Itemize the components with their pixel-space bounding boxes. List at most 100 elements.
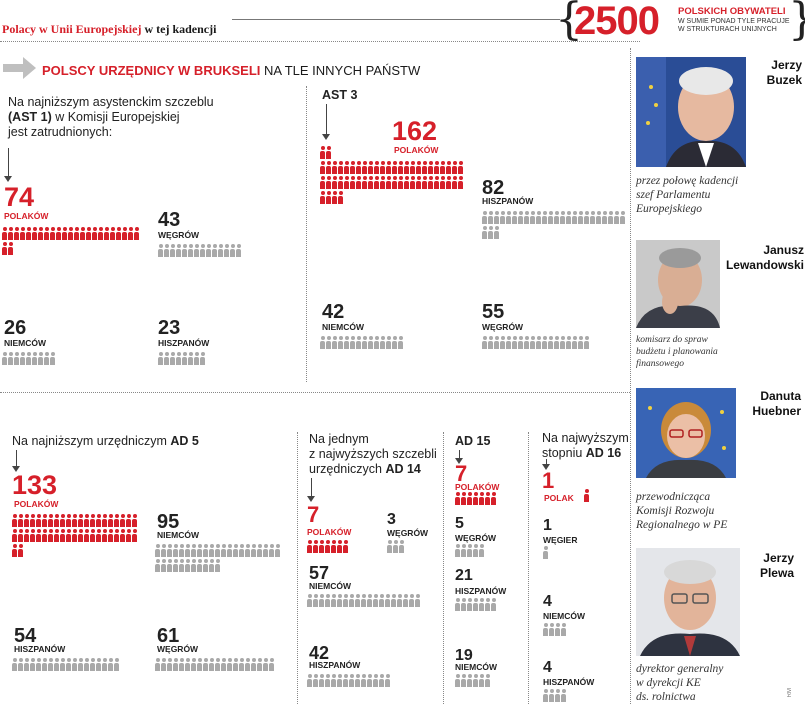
person-icon xyxy=(203,559,208,572)
person-icon xyxy=(239,544,244,557)
person-icon xyxy=(18,544,23,557)
person-icon xyxy=(203,658,208,671)
person-icon xyxy=(399,540,404,553)
ad15-pl-count: 7 xyxy=(455,461,468,486)
ad15-es-label: HISZPANÓW xyxy=(455,586,507,596)
person-icon xyxy=(482,211,487,224)
ad14-note: Na jednym z najwyższych szczebli urzędni… xyxy=(309,432,437,476)
person-icon xyxy=(14,227,19,240)
person-icon xyxy=(8,227,13,240)
person-icon xyxy=(512,336,517,349)
person-icon xyxy=(561,623,566,636)
pointer-arrow-icon xyxy=(455,458,463,464)
person-icon xyxy=(572,211,577,224)
person-icon xyxy=(386,176,391,189)
person-icon xyxy=(161,559,166,572)
person-icon xyxy=(72,658,77,671)
ast1-de-label: NIEMCÓW xyxy=(4,338,47,348)
person-icon xyxy=(102,514,107,527)
person-icon xyxy=(206,244,211,257)
ad5-hu-count: 61 xyxy=(157,625,180,647)
person-icon xyxy=(209,544,214,557)
person-icon xyxy=(227,658,232,671)
person-icon xyxy=(386,336,391,349)
person-icon xyxy=(325,540,330,553)
person-icon xyxy=(96,658,101,671)
person-icon xyxy=(385,674,390,687)
person-icon xyxy=(380,161,385,174)
person-icon xyxy=(12,529,17,542)
person-icon xyxy=(344,161,349,174)
person-icon xyxy=(488,226,493,239)
column-divider xyxy=(297,432,298,704)
person-icon xyxy=(167,658,172,671)
person-icon xyxy=(54,529,59,542)
person-icon xyxy=(455,674,460,687)
ad5-pl-count: 133 xyxy=(12,470,58,500)
person-icon xyxy=(92,227,97,240)
ad15-hu-count: 5 xyxy=(455,515,464,532)
person-icon xyxy=(66,514,71,527)
pointer-arrow-icon xyxy=(307,496,315,502)
person-icon xyxy=(331,594,336,607)
person-icon xyxy=(524,336,529,349)
person-icon xyxy=(8,242,13,255)
person-icon xyxy=(209,658,214,671)
person-icon xyxy=(320,191,325,204)
person-icon xyxy=(479,544,484,557)
person-icon xyxy=(269,544,274,557)
person-icon xyxy=(120,529,125,542)
person-icon xyxy=(367,674,372,687)
person-icon xyxy=(233,658,238,671)
person-icon xyxy=(479,492,484,505)
ad5-note: Na najniższym urzędniczym AD 5 xyxy=(12,434,199,448)
page-title: Polacy w Unii Europejskiej w tej kadencj… xyxy=(2,22,217,36)
ast1-pl-figures xyxy=(2,227,140,257)
person-icon xyxy=(50,227,55,240)
person-icon xyxy=(485,492,490,505)
person-icon xyxy=(12,544,17,557)
person-icon xyxy=(30,529,35,542)
person-icon xyxy=(602,211,607,224)
person-icon xyxy=(584,211,589,224)
person-icon xyxy=(319,540,324,553)
person-icon xyxy=(331,540,336,553)
ad5-hu-figures xyxy=(155,658,281,673)
person-icon xyxy=(108,529,113,542)
person-icon xyxy=(170,244,175,257)
person-icon xyxy=(506,211,511,224)
person-icon xyxy=(84,658,89,671)
person-icon xyxy=(218,244,223,257)
person-icon xyxy=(36,529,41,542)
person-icon xyxy=(197,658,202,671)
person-icon xyxy=(337,674,342,687)
person-icon xyxy=(415,594,420,607)
person-icon xyxy=(398,336,403,349)
person-icon xyxy=(524,211,529,224)
person-icon xyxy=(197,559,202,572)
ad16-hu-count: 1 xyxy=(543,517,552,534)
person-icon xyxy=(337,540,342,553)
person-icon xyxy=(392,176,397,189)
ad15-hu-figures xyxy=(455,544,515,559)
person-icon xyxy=(500,336,505,349)
person-icon xyxy=(120,514,125,527)
ad14-de-label: NIEMCÓW xyxy=(309,581,352,591)
person-icon xyxy=(72,514,77,527)
person-icon xyxy=(2,352,7,365)
person-icon xyxy=(170,352,175,365)
person-icon xyxy=(362,336,367,349)
person-icon xyxy=(212,244,217,257)
ad5-hu-label: WĘGRÓW xyxy=(157,644,199,654)
ad5-es-count: 54 xyxy=(14,625,37,647)
pointer-line xyxy=(326,104,327,136)
person-icon xyxy=(506,336,511,349)
ad15-pl-figures xyxy=(455,492,515,507)
pointer-line xyxy=(311,478,312,498)
person-icon xyxy=(461,674,466,687)
person-icon xyxy=(161,544,166,557)
person-icon xyxy=(543,546,548,559)
pointer-line xyxy=(546,459,547,467)
person-desc-huebner: przewodnicząca Komisji Rozwoju Regionalneg… xyxy=(636,491,728,531)
person-icon xyxy=(245,658,250,671)
